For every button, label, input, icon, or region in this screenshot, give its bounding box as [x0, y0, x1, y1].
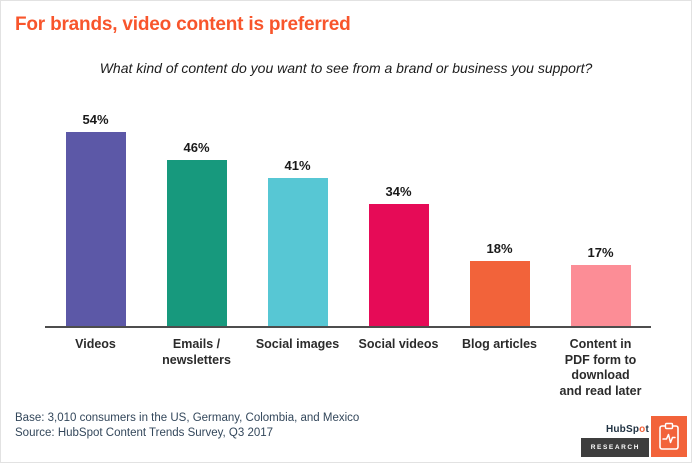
chart-column: 17%	[550, 245, 651, 326]
footer-base-note: Base: 3,010 consumers in the US, Germany…	[15, 412, 360, 424]
wordmark-prefix: HubSp	[605, 424, 640, 435]
research-badge: RESEARCH	[580, 438, 649, 457]
report-document-glyph	[659, 422, 679, 450]
chart-category-labels: Videos Emails / newsletters Social images S…	[45, 328, 651, 399]
bar	[570, 264, 631, 326]
category-label: Videos	[75, 337, 116, 351]
category-label: Social videos	[358, 337, 439, 351]
sprocket-letter: o	[639, 424, 646, 435]
wordmark-suffix: t	[645, 424, 649, 435]
bar-chart: 54% 46% 41% 34% 18% 17% Videos Emails / newsle…	[45, 112, 651, 399]
chart-column: 34%	[348, 184, 449, 326]
chart-column: 46%	[146, 140, 247, 326]
bar	[368, 203, 429, 326]
bar	[469, 261, 530, 326]
category-label: Emails / newsletters	[162, 337, 231, 367]
chart-plot: 54% 46% 41% 34% 18% 17%	[45, 112, 651, 328]
hubspot-wordmark: HubSpot	[606, 424, 649, 435]
category-label: Content in PDF form to download and read…	[559, 337, 642, 398]
footer-source-note: Source: HubSpot Content Trends Survey, Q…	[15, 427, 274, 439]
bar	[267, 178, 328, 326]
bar-value-label: 41%	[284, 158, 311, 174]
footer-notes: Base: 3,010 consumers in the US, Germany…	[15, 411, 359, 441]
bar	[65, 131, 126, 326]
bar-value-label: 54%	[82, 111, 109, 127]
bar-value-label: 34%	[385, 183, 412, 199]
category-label: Social images	[255, 337, 340, 351]
chart-column: 54%	[45, 112, 146, 326]
report-document-icon	[651, 416, 687, 457]
category-label: Blog articles	[461, 337, 538, 351]
chart-column: 41%	[247, 158, 348, 326]
bar	[166, 160, 227, 326]
page-title: For brands, video content is preferred	[15, 14, 351, 35]
bar-value-label: 17%	[587, 244, 614, 260]
bar-value-label: 18%	[486, 241, 513, 257]
logo-text-block: HubSpot RESEARCH	[580, 424, 649, 457]
chart-column: 18%	[449, 241, 550, 326]
chart-question-subtitle: What kind of content do you want to see …	[99, 60, 593, 76]
bar-value-label: 46%	[183, 140, 210, 156]
hubspot-research-logo: HubSpot RESEARCH	[580, 416, 687, 457]
